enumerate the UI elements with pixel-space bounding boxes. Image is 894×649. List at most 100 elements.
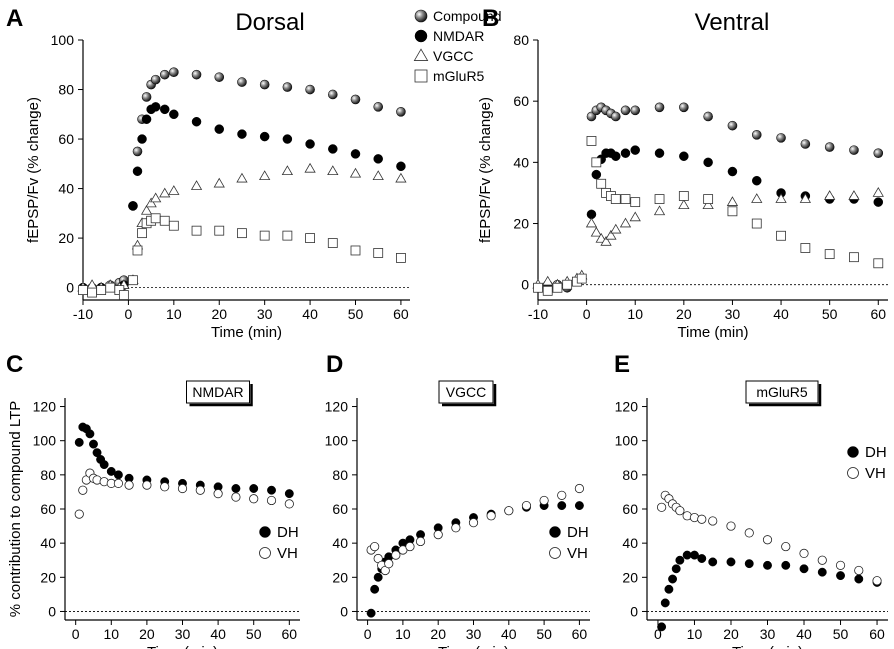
data-point-mglur5: [620, 194, 631, 204]
data-point-nmdar: [591, 169, 602, 180]
data-point-vgcc: [610, 223, 622, 234]
data-point-dh: [99, 460, 109, 470]
data-point-nmdar: [727, 166, 738, 177]
data-point-mglur5: [703, 194, 714, 204]
data-point-compound: [849, 145, 859, 155]
data-point-vgcc: [848, 190, 860, 200]
data-point-compound: [396, 107, 406, 117]
y-tick-label: 60: [622, 501, 638, 517]
data-point-vh: [405, 541, 415, 552]
data-point-dh: [231, 484, 241, 493]
data-point-nmdar: [873, 197, 884, 207]
y-tick-label: 100: [325, 433, 349, 449]
y-tick-label: 60: [332, 501, 348, 517]
data-point-vgcc: [236, 172, 248, 183]
x-tick-label: 40: [796, 626, 812, 642]
data-point-vh: [433, 530, 443, 540]
data-point-nmdar: [214, 124, 224, 134]
panel-title-box: [438, 380, 494, 404]
data-point-compound: [305, 84, 315, 95]
data-point-vgcc: [619, 217, 632, 228]
y-tick-label: 120: [615, 399, 639, 415]
legend-label: mGluR5: [433, 68, 485, 84]
data-point-vh: [762, 535, 773, 545]
data-point-vh: [726, 521, 736, 531]
y-tick-label: 0: [48, 603, 56, 619]
data-point-dh: [373, 572, 383, 582]
x-tick-label: 40: [773, 306, 789, 322]
x-tick-label: 30: [257, 306, 273, 322]
series-nmdar: [78, 102, 406, 295]
data-point-compound: [150, 74, 161, 85]
data-point-nmdar: [373, 154, 383, 164]
legend-marker-dh: [847, 446, 859, 458]
data-point-mglur5: [259, 230, 270, 241]
y-tick-label: 60: [58, 131, 74, 147]
y-tick-label: 60: [40, 501, 56, 517]
data-point-mglur5: [105, 282, 116, 293]
x-tick-label: 10: [395, 626, 411, 642]
legend-label: DH: [567, 524, 589, 541]
data-point-dh: [267, 485, 276, 495]
data-point-compound: [159, 69, 170, 80]
data-point-vh: [177, 483, 188, 494]
data-point-nmdar: [630, 145, 640, 155]
data-point-compound: [776, 133, 786, 143]
data-point-vh: [451, 523, 461, 533]
y-tick-label: 20: [513, 216, 529, 232]
panel-title-box-shadow: [442, 384, 497, 407]
data-point-compound: [214, 72, 225, 82]
data-point-nmdar: [282, 134, 293, 144]
data-point-dh: [781, 560, 791, 570]
data-point-mglur5: [533, 282, 543, 293]
data-point-nmdar: [137, 134, 147, 144]
x-tick-label: 60: [572, 626, 588, 642]
data-point-mglur5: [137, 228, 147, 239]
data-point-vgcc: [86, 279, 98, 289]
x-tick-label: 30: [466, 626, 482, 642]
data-point-vh: [574, 483, 585, 494]
data-point-vgcc: [600, 235, 612, 246]
data-point-nmdar: [141, 114, 152, 124]
panel-title: VGCC: [446, 384, 486, 400]
data-point-mglur5: [191, 225, 202, 236]
data-point-vgcc: [585, 217, 598, 228]
x-tick-label: 60: [282, 626, 298, 642]
x-tick-label: 20: [211, 306, 227, 322]
data-point-vgcc: [168, 185, 180, 195]
data-point-mglur5: [282, 230, 293, 241]
data-point-nmdar: [679, 151, 689, 161]
data-point-vh: [675, 506, 685, 516]
y-tick-label: 100: [51, 32, 75, 48]
data-point-mglur5: [305, 233, 315, 243]
x-tick-label: 10: [627, 306, 643, 322]
y-tick-label: 80: [622, 467, 638, 483]
data-point-vgcc: [145, 197, 157, 208]
legend-label: VH: [567, 545, 588, 562]
data-point-compound: [703, 111, 713, 122]
data-point-mglur5: [630, 197, 641, 208]
data-point-dh: [817, 567, 827, 577]
y-tick-label: 20: [40, 569, 56, 585]
data-point-vh: [160, 482, 170, 492]
x-tick-label: 10: [687, 626, 703, 642]
data-point-vgcc: [140, 204, 153, 215]
data-point-mglur5: [552, 282, 563, 293]
y-tick-label: 20: [332, 569, 348, 585]
x-tick-label: 0: [654, 626, 662, 642]
data-point-mglur5: [576, 273, 587, 284]
series-dh: [657, 550, 882, 632]
data-point-mglur5: [873, 258, 884, 269]
data-point-mglur5: [596, 178, 607, 189]
panel-title: Dorsal: [235, 9, 304, 36]
data-point-mglur5: [373, 248, 384, 258]
data-point-dh: [85, 429, 95, 439]
data-point-mglur5: [78, 285, 88, 295]
y-tick-label: 120: [33, 399, 57, 415]
panel-label-b: B: [482, 5, 499, 32]
x-tick-label: 0: [72, 626, 80, 642]
data-point-vgcc: [726, 196, 739, 206]
data-point-compound: [191, 69, 202, 80]
x-tick-label: 0: [583, 306, 591, 322]
x-axis-label: Time (min): [677, 324, 748, 341]
